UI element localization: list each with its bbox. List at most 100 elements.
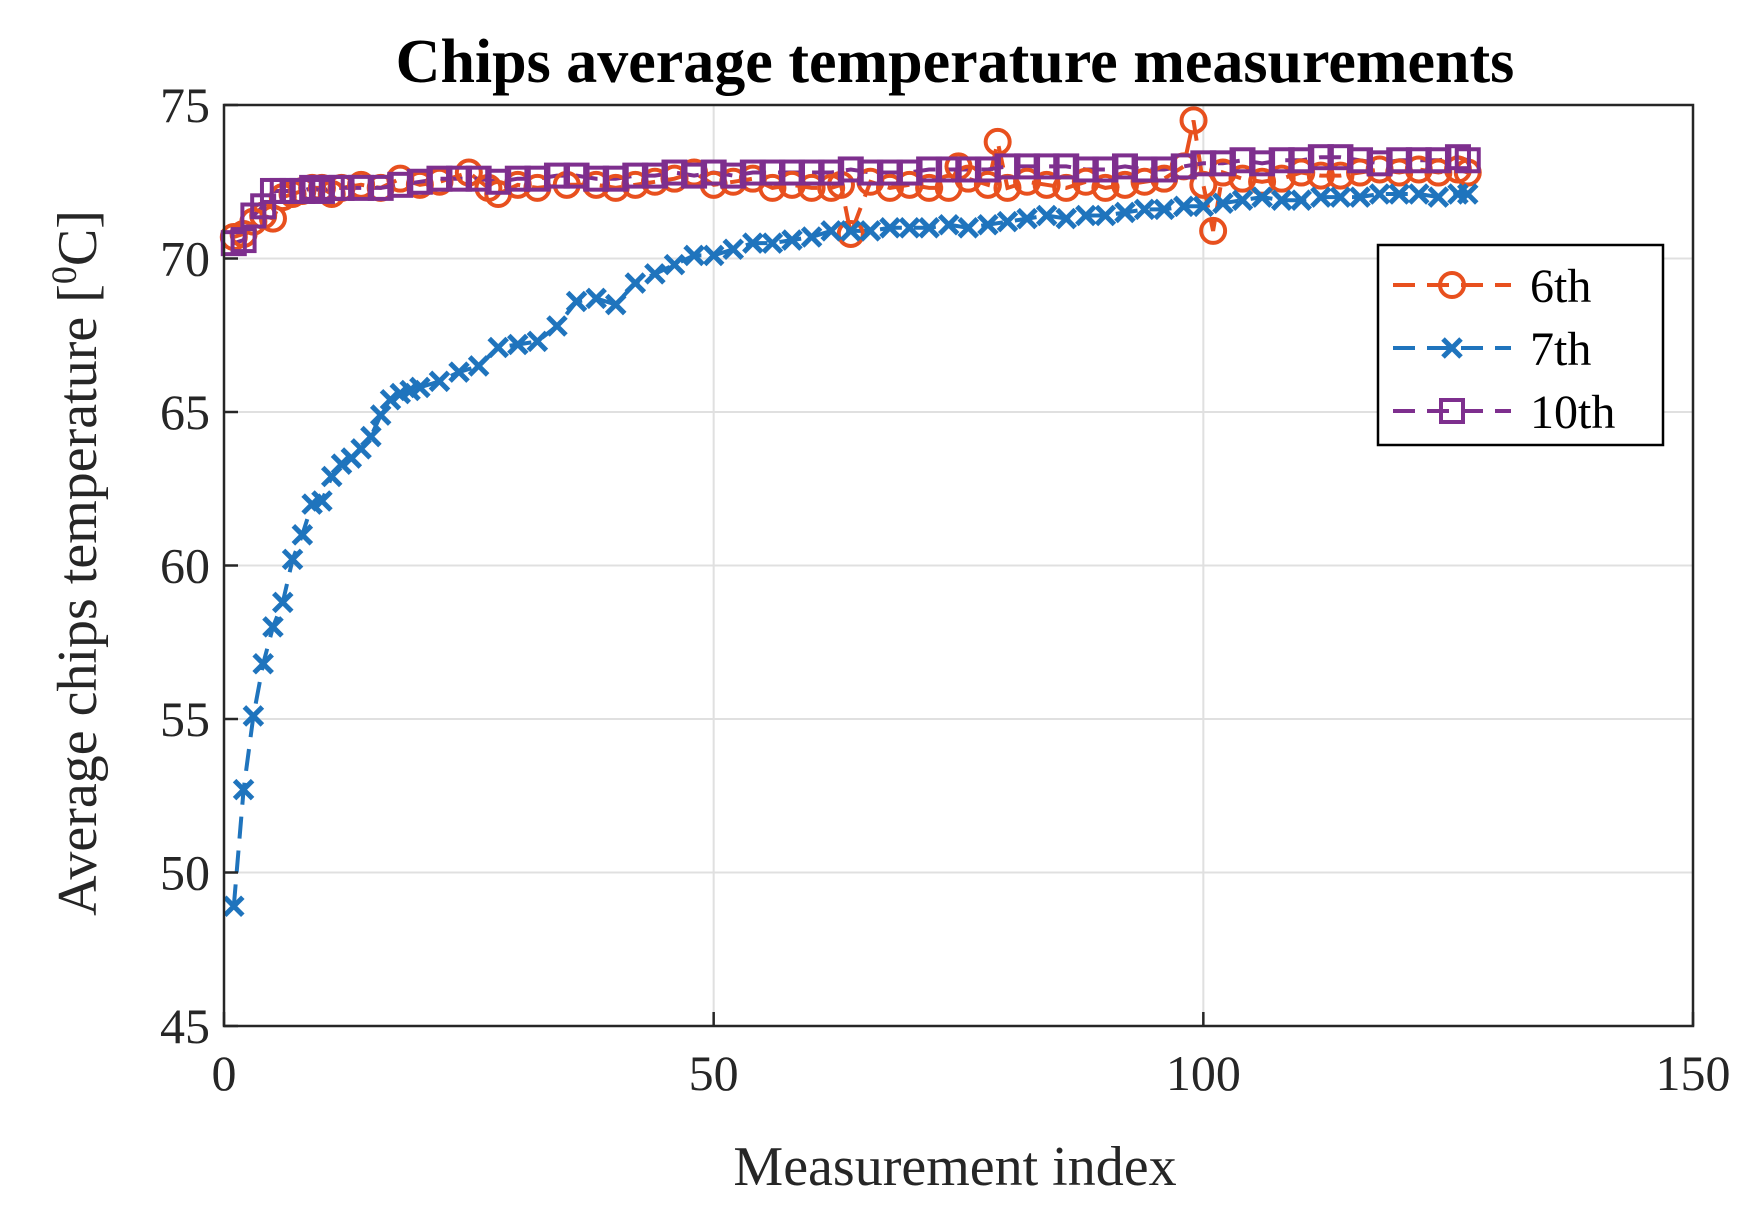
data-point-6th — [973, 170, 1002, 199]
data-point-6th — [758, 173, 787, 202]
data-point-7th — [1114, 201, 1136, 224]
data-point-7th — [467, 355, 490, 377]
data-point-10th — [641, 162, 668, 189]
data-point-7th — [859, 220, 882, 242]
legend-box — [1376, 243, 1665, 447]
data-point-10th — [739, 159, 766, 186]
data-point-7th — [369, 404, 392, 426]
data-point-10th — [583, 165, 610, 192]
data-point-7th — [526, 330, 549, 353]
y-tick-label: 50 — [160, 845, 210, 901]
data-point-6th — [1326, 161, 1355, 190]
legend-marker — [1438, 271, 1466, 299]
legend-marker — [1439, 398, 1465, 424]
data-point-10th — [1268, 147, 1295, 174]
data-point-10th — [348, 174, 375, 201]
data-point-7th — [840, 220, 862, 242]
data-point-10th — [504, 165, 531, 192]
data-point-10th — [1307, 144, 1334, 171]
data-point-7th — [428, 370, 451, 393]
data-point-7th — [898, 217, 921, 239]
legend-label: 10th — [1530, 386, 1615, 439]
x-tick-label: 100 — [1166, 1045, 1241, 1101]
data-point-10th — [426, 165, 453, 192]
data-point-10th — [1327, 144, 1354, 171]
data-point-7th — [223, 895, 245, 918]
data-point-7th — [1055, 207, 1077, 230]
y-axis-label-sup: 0 — [44, 266, 84, 284]
y-tick-label: 70 — [160, 231, 210, 287]
data-point-10th — [798, 159, 825, 186]
data-point-6th — [1091, 173, 1120, 202]
data-point-7th — [644, 263, 666, 285]
data-point-10th — [700, 159, 727, 186]
data-point-10th — [1111, 153, 1138, 180]
x-tick-label: 50 — [689, 1045, 739, 1101]
data-point-7th — [1368, 183, 1391, 205]
data-point-7th — [1075, 204, 1097, 227]
data-point-10th — [661, 159, 688, 186]
y-axis-ticks: 45 50 55 60 65 70 75 — [160, 77, 238, 1054]
data-point-10th — [406, 168, 433, 195]
data-point-6th — [797, 173, 826, 202]
data-point-7th — [820, 220, 842, 242]
legend-entry-6th: 6th — [1393, 260, 1591, 313]
data-point-10th — [857, 159, 884, 186]
data-point-10th — [230, 227, 257, 254]
data-point-10th — [779, 159, 806, 186]
data-point-7th — [546, 315, 568, 337]
data-point-10th — [446, 165, 473, 192]
data-point-7th — [663, 253, 686, 276]
data-point-7th — [722, 238, 745, 261]
data-point-7th — [1290, 189, 1313, 211]
data-point-10th — [876, 159, 903, 186]
data-point-10th — [387, 171, 414, 198]
series-lines — [231, 119, 1469, 907]
data-point-7th — [996, 210, 1019, 233]
data-point-10th — [1249, 150, 1276, 177]
data-point-7th — [1388, 183, 1410, 205]
data-point-10th — [1405, 147, 1432, 174]
data-point-6th — [1267, 164, 1296, 193]
data-point-10th — [1151, 156, 1178, 183]
series-line-6th — [233, 119, 1469, 242]
data-point-10th — [916, 156, 943, 183]
data-point-10th — [1366, 150, 1393, 177]
data-point-10th — [1190, 150, 1217, 177]
legend-marker — [1441, 337, 1463, 359]
data-point-7th — [291, 524, 314, 546]
y-axis-label-unit: C] — [47, 210, 109, 266]
data-point-7th — [1329, 186, 1352, 208]
data-point-7th — [1251, 186, 1273, 208]
data-point-7th — [742, 232, 764, 254]
data-point-7th — [448, 361, 470, 383]
x-tick-label: 150 — [1656, 1045, 1731, 1101]
data-point-7th — [565, 290, 588, 313]
data-point-7th — [1016, 207, 1038, 230]
data-point-7th — [311, 490, 333, 512]
series-markers-7th — [223, 183, 1479, 918]
data-point-7th — [1310, 186, 1332, 208]
data-point-7th — [252, 652, 274, 675]
legend: 6th 7th 10th — [1376, 243, 1665, 447]
legend-label: 7th — [1530, 323, 1591, 376]
y-tick-label: 75 — [160, 77, 210, 133]
data-point-10th — [1014, 153, 1041, 180]
y-axis-label: Average chips temperature [0C] — [44, 210, 109, 916]
data-point-7th — [487, 336, 509, 359]
grid — [223, 104, 1694, 1027]
data-point-7th — [683, 244, 705, 267]
data-point-10th — [896, 159, 923, 186]
data-point-10th — [1072, 156, 1099, 183]
data-point-10th — [1425, 147, 1452, 174]
data-point-6th — [1228, 164, 1257, 193]
data-point-10th — [994, 153, 1021, 180]
data-point-6th — [875, 173, 904, 202]
data-point-7th — [957, 217, 980, 239]
chart-title: Chips average temperature measurements — [396, 28, 1515, 96]
data-point-7th — [1153, 198, 1175, 221]
data-point-7th — [1192, 195, 1215, 218]
data-point-7th — [624, 272, 647, 294]
data-point-7th — [1408, 183, 1430, 205]
data-point-7th — [409, 376, 431, 399]
